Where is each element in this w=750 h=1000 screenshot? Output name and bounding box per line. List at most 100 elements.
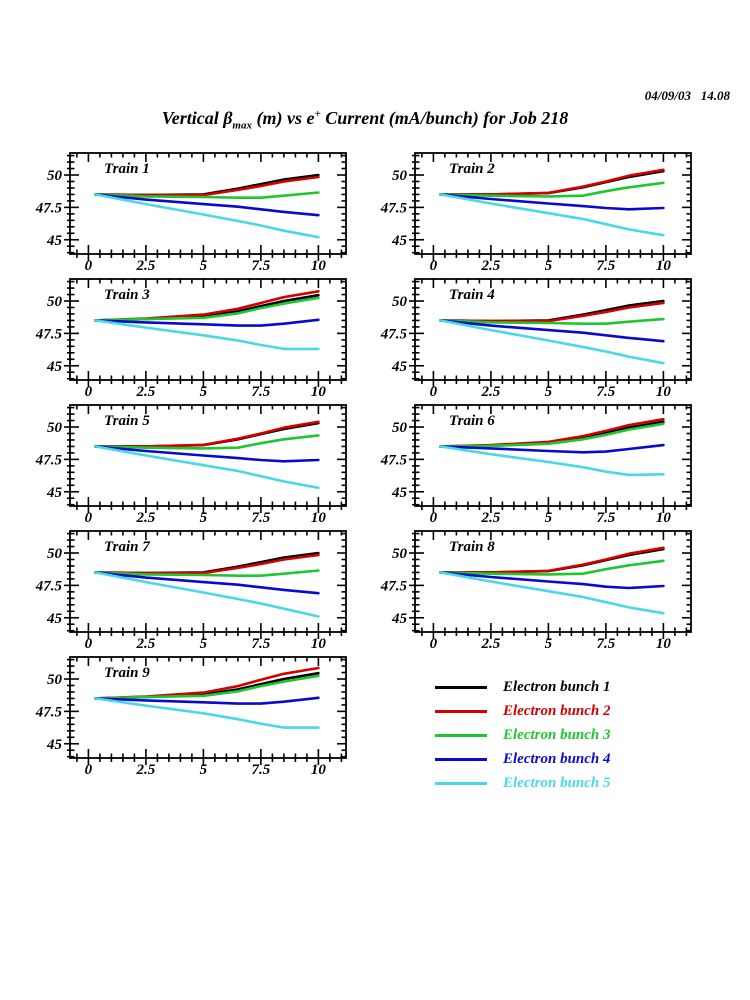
svg-text:7.5: 7.5 [597, 384, 616, 400]
page-title: Vertical βmax (m) vs e+ Current (mA/bunc… [10, 108, 720, 132]
svg-text:5: 5 [200, 384, 208, 400]
svg-text:45: 45 [46, 233, 63, 249]
svg-text:7.5: 7.5 [597, 510, 616, 526]
svg-text:5: 5 [200, 762, 208, 778]
panel-train-2: 0 2.5 5 7.5 10 45 47.5 50 Train 2 [373, 150, 718, 276]
panel-title: Train 3 [104, 287, 150, 303]
svg-text:0: 0 [430, 510, 438, 526]
legend-swatch-green-line [435, 734, 487, 737]
svg-text:50: 50 [47, 672, 63, 688]
svg-text:5: 5 [200, 510, 208, 526]
svg-text:10: 10 [656, 384, 672, 400]
legend-swatch-black-line [435, 686, 487, 689]
svg-text:50: 50 [392, 294, 408, 310]
plot-train-2: 0 2.5 5 7.5 10 45 47.5 50 [380, 152, 692, 274]
legend-swatch-blue-line [435, 758, 487, 761]
panel-title: Train 8 [449, 539, 495, 555]
panel-title: Train 7 [104, 539, 150, 555]
title-part-3: Current (mA/bunch) for Job 218 [320, 108, 569, 128]
svg-text:10: 10 [311, 384, 327, 400]
panel-train-6: 0 2.5 5 7.5 10 45 47.5 50 Train 6 [373, 402, 718, 528]
svg-text:7.5: 7.5 [252, 510, 271, 526]
title-superscript-plus: + [314, 108, 321, 120]
svg-text:7.5: 7.5 [597, 636, 616, 652]
panel-train-9: 0 2.5 5 7.5 10 45 47.5 50 Train 9 [28, 654, 373, 780]
plot-train-6: 0 2.5 5 7.5 10 45 47.5 50 [380, 404, 692, 526]
title-subscript-max: max [232, 119, 252, 132]
svg-text:2.5: 2.5 [136, 384, 156, 400]
plot-train-3: 0 2.5 5 7.5 10 45 47.5 50 [35, 278, 347, 400]
legend-label: Electron bunch 3 [503, 727, 611, 743]
svg-text:47.5: 47.5 [35, 452, 63, 468]
svg-text:45: 45 [391, 611, 408, 627]
title-part-1: Vertical β [161, 108, 233, 128]
plot-train-4: 0 2.5 5 7.5 10 45 47.5 50 [380, 278, 692, 400]
panel-train-4: 0 2.5 5 7.5 10 45 47.5 50 Train 4 [373, 276, 718, 402]
svg-text:50: 50 [47, 546, 63, 562]
panel-train-3: 0 2.5 5 7.5 10 45 47.5 50 Train 3 [28, 276, 373, 402]
svg-text:0: 0 [430, 258, 438, 274]
svg-text:5: 5 [200, 636, 208, 652]
svg-text:2.5: 2.5 [481, 636, 501, 652]
svg-text:0: 0 [430, 636, 438, 652]
legend: Electron bunch 1 Electron bunch 2 Electr… [373, 654, 718, 791]
legend-item: Electron bunch 1 [435, 679, 718, 695]
legend-item: Electron bunch 3 [435, 727, 718, 743]
svg-text:10: 10 [656, 636, 672, 652]
svg-text:0: 0 [85, 762, 93, 778]
svg-text:10: 10 [656, 258, 672, 274]
svg-text:47.5: 47.5 [380, 452, 408, 468]
panel-train-1: 0 2.5 5 7.5 10 45 47.5 50 Train 1 [28, 150, 373, 276]
svg-text:5: 5 [545, 636, 553, 652]
svg-text:7.5: 7.5 [597, 258, 616, 274]
svg-text:7.5: 7.5 [252, 762, 271, 778]
svg-text:50: 50 [47, 294, 63, 310]
svg-text:0: 0 [85, 258, 93, 274]
svg-text:5: 5 [545, 258, 553, 274]
svg-text:47.5: 47.5 [35, 578, 63, 594]
plot-grid: 0 2.5 5 7.5 10 45 47.5 50 Train 1 0 2.5 5 7.5 10 45 4… [28, 150, 718, 791]
svg-text:2.5: 2.5 [481, 258, 501, 274]
legend-item: Electron bunch 2 [435, 703, 718, 719]
svg-text:10: 10 [656, 510, 672, 526]
legend-swatch-cyan-line [435, 782, 487, 785]
svg-text:2.5: 2.5 [136, 636, 156, 652]
legend-item: Electron bunch 5 [435, 775, 718, 791]
svg-text:10: 10 [311, 762, 327, 778]
panel-train-7: 0 2.5 5 7.5 10 45 47.5 50 Train 7 [28, 528, 373, 654]
svg-text:10: 10 [311, 510, 327, 526]
legend-label: Electron bunch 5 [503, 775, 611, 791]
svg-text:7.5: 7.5 [252, 636, 271, 652]
svg-text:45: 45 [391, 233, 408, 249]
svg-text:45: 45 [391, 359, 408, 375]
svg-text:7.5: 7.5 [252, 258, 271, 274]
legend-label: Electron bunch 2 [503, 703, 611, 719]
timestamp: 04/09/03 14.08 [644, 88, 730, 103]
panel-title: Train 5 [104, 413, 150, 429]
svg-text:45: 45 [46, 359, 63, 375]
legend-label: Electron bunch 1 [503, 679, 611, 695]
svg-text:5: 5 [200, 258, 208, 274]
svg-text:45: 45 [46, 485, 63, 501]
plot-train-9: 0 2.5 5 7.5 10 45 47.5 50 [35, 656, 347, 778]
svg-text:50: 50 [392, 420, 408, 436]
panel-title: Train 1 [104, 161, 150, 177]
svg-text:45: 45 [391, 485, 408, 501]
svg-text:47.5: 47.5 [380, 578, 408, 594]
legend-swatch-red-line [435, 710, 487, 713]
svg-text:2.5: 2.5 [481, 384, 501, 400]
svg-text:10: 10 [311, 636, 327, 652]
svg-text:2.5: 2.5 [481, 510, 501, 526]
svg-text:2.5: 2.5 [136, 510, 156, 526]
svg-text:50: 50 [47, 420, 63, 436]
svg-text:5: 5 [545, 510, 553, 526]
svg-text:7.5: 7.5 [252, 384, 271, 400]
svg-text:47.5: 47.5 [380, 200, 408, 216]
svg-text:2.5: 2.5 [136, 258, 156, 274]
svg-text:45: 45 [46, 737, 63, 753]
svg-text:0: 0 [85, 510, 93, 526]
svg-text:0: 0 [430, 384, 438, 400]
svg-text:2.5: 2.5 [136, 762, 156, 778]
svg-text:50: 50 [392, 546, 408, 562]
